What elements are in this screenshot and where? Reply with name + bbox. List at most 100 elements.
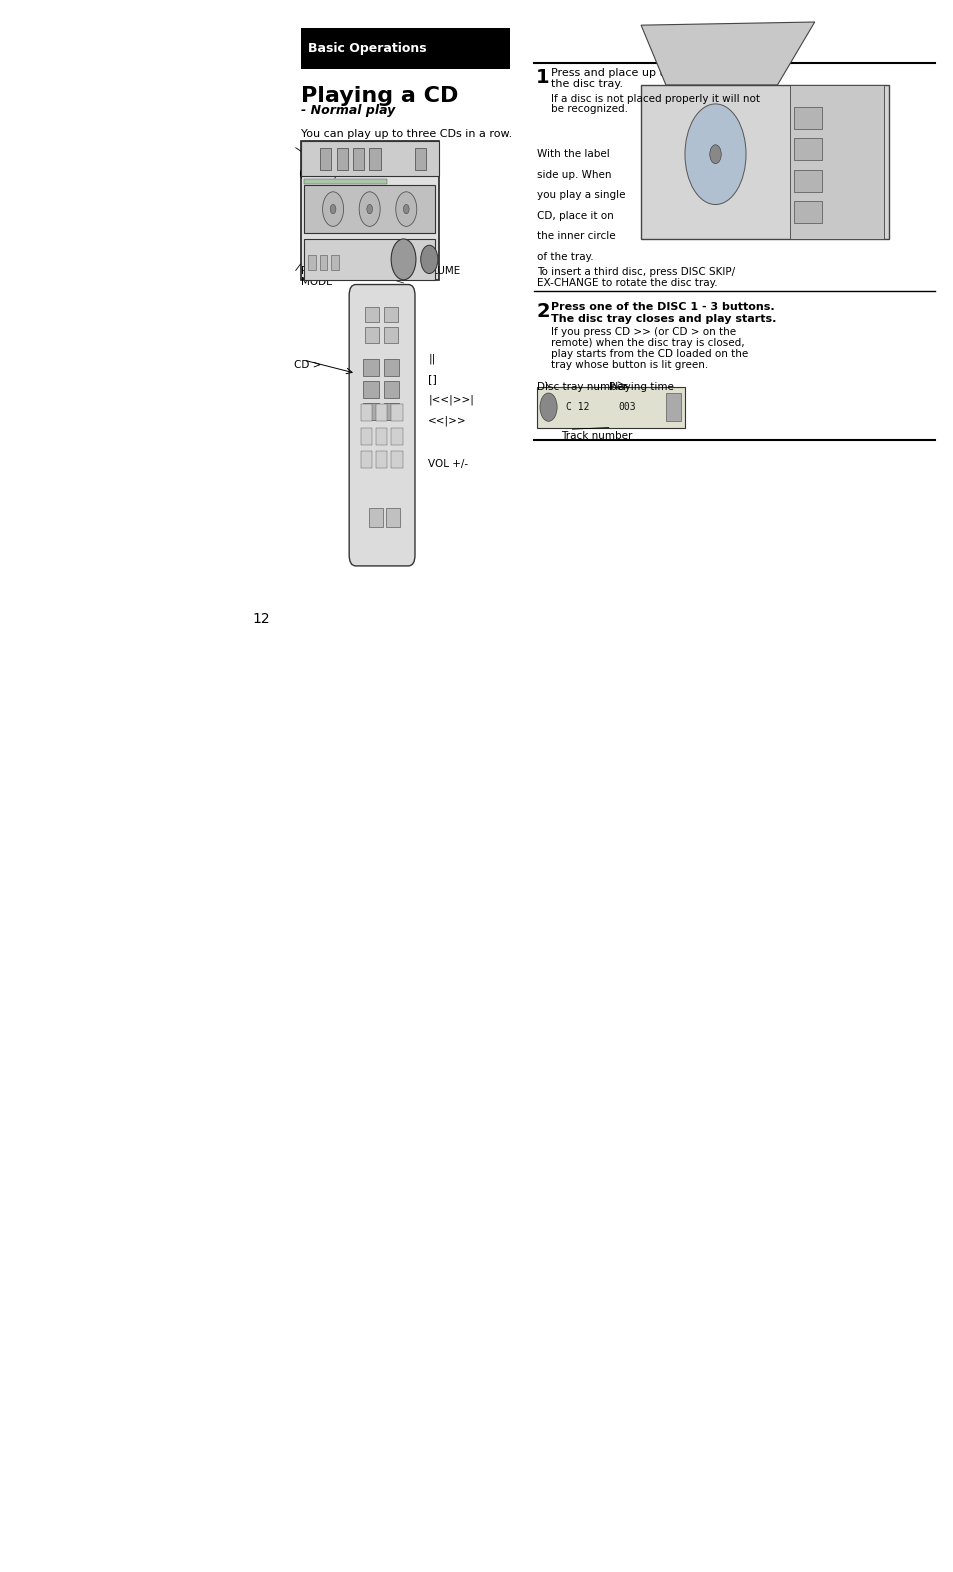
Bar — [415, 148, 426, 170]
Circle shape — [420, 245, 437, 274]
Circle shape — [395, 192, 416, 226]
Bar — [391, 404, 402, 421]
Bar — [304, 185, 435, 233]
Bar — [384, 307, 397, 322]
Text: of the tray.: of the tray. — [537, 252, 593, 261]
Circle shape — [322, 192, 343, 226]
Text: PLAY: PLAY — [301, 266, 326, 275]
Text: play starts from the CD loaded on the: play starts from the CD loaded on the — [551, 349, 748, 358]
Text: C 12: C 12 — [565, 402, 589, 412]
Text: <<|>>: <<|>> — [428, 415, 466, 426]
Text: the disc tray.: the disc tray. — [551, 79, 622, 88]
Text: Playing time: Playing time — [608, 382, 673, 391]
Bar — [391, 451, 402, 468]
Bar — [537, 387, 684, 428]
Text: the inner circle: the inner circle — [537, 231, 615, 241]
Bar — [336, 148, 348, 170]
FancyBboxPatch shape — [300, 28, 510, 69]
Circle shape — [709, 145, 720, 163]
Text: CD >: CD > — [294, 360, 321, 369]
Bar — [363, 402, 378, 420]
Bar — [304, 179, 387, 184]
Bar — [793, 170, 821, 192]
Bar — [375, 404, 387, 421]
Bar — [353, 148, 364, 170]
Text: MODE: MODE — [301, 277, 333, 286]
Bar — [363, 380, 378, 398]
Text: 2: 2 — [355, 152, 364, 165]
Circle shape — [358, 192, 379, 226]
Bar — [386, 508, 399, 527]
Text: CD, place it on: CD, place it on — [537, 211, 613, 220]
Text: - Normal play: - Normal play — [300, 104, 395, 116]
Text: Basic Operations: Basic Operations — [308, 42, 426, 55]
Circle shape — [391, 239, 416, 280]
Bar — [360, 428, 372, 445]
Text: 003: 003 — [618, 402, 635, 412]
Text: tray whose button is lit green.: tray whose button is lit green. — [551, 360, 708, 369]
Bar — [369, 508, 382, 527]
Text: Jog dial  <<|>>  VOLUME: Jog dial <<|>> VOLUME — [327, 266, 460, 277]
Text: Press one of the DISC 1 - 3 buttons.: Press one of the DISC 1 - 3 buttons. — [551, 302, 774, 311]
Text: EX-CHANGE to rotate the disc tray.: EX-CHANGE to rotate the disc tray. — [537, 278, 717, 288]
Bar — [375, 451, 387, 468]
Circle shape — [403, 204, 409, 214]
Bar — [300, 141, 438, 176]
Bar — [383, 358, 398, 376]
Bar — [360, 404, 372, 421]
Circle shape — [684, 104, 745, 204]
Text: []: [] — [428, 374, 436, 384]
Bar — [360, 451, 372, 468]
Text: |<<|>>|: |<<|>>| — [428, 395, 474, 406]
Text: Press and place up to two CDs on: Press and place up to two CDs on — [551, 68, 737, 77]
Text: you play a single: you play a single — [537, 190, 625, 200]
Bar — [793, 138, 821, 160]
Text: side up. When: side up. When — [537, 170, 611, 179]
Text: (Power): (Power) — [298, 168, 337, 178]
Text: 1: 1 — [395, 152, 404, 165]
Bar — [369, 148, 380, 170]
Bar — [319, 148, 331, 170]
Bar — [365, 327, 378, 343]
Bar — [308, 255, 315, 270]
Text: remote) when the disc tray is closed,: remote) when the disc tray is closed, — [551, 338, 744, 347]
Bar — [391, 428, 402, 445]
Text: You can play up to three CDs in a row.: You can play up to three CDs in a row. — [300, 129, 511, 138]
Bar — [375, 428, 387, 445]
Text: be recognized.: be recognized. — [551, 104, 628, 113]
Bar — [793, 107, 821, 129]
Circle shape — [366, 204, 372, 214]
Text: To insert a third disc, press DISC SKIP/: To insert a third disc, press DISC SKIP/ — [537, 267, 735, 277]
Text: VOL +/-: VOL +/- — [428, 459, 468, 468]
Bar — [789, 85, 883, 239]
Bar — [365, 307, 378, 322]
Text: With the label: With the label — [537, 149, 609, 159]
Circle shape — [330, 204, 335, 214]
Bar — [640, 85, 888, 239]
Text: Disc tray number: Disc tray number — [537, 382, 627, 391]
Bar — [331, 255, 338, 270]
Text: 2: 2 — [536, 302, 549, 321]
Bar — [665, 393, 680, 421]
Bar — [384, 327, 397, 343]
Bar — [383, 402, 398, 420]
Bar — [319, 255, 327, 270]
Text: Track number: Track number — [560, 431, 632, 440]
Text: 1: 1 — [536, 68, 549, 86]
Bar — [300, 141, 438, 280]
Bar — [363, 358, 378, 376]
Text: EX-CHANGE: EX-CHANGE — [372, 157, 433, 167]
Text: If you press CD >> (or CD > on the: If you press CD >> (or CD > on the — [551, 327, 736, 336]
Text: ||: || — [428, 354, 436, 365]
Bar — [383, 380, 398, 398]
Text: DISC SKIP/: DISC SKIP/ — [372, 146, 426, 156]
Circle shape — [539, 393, 557, 421]
Text: The disc tray closes and play starts.: The disc tray closes and play starts. — [551, 314, 776, 324]
Bar — [793, 201, 821, 223]
Text: I/O: I/O — [301, 157, 315, 167]
Text: If a disc is not placed properly it will not: If a disc is not placed properly it will… — [551, 94, 760, 104]
FancyBboxPatch shape — [349, 285, 415, 566]
Polygon shape — [640, 22, 814, 85]
Text: 12: 12 — [253, 612, 270, 626]
Text: Playing a CD: Playing a CD — [300, 86, 457, 107]
